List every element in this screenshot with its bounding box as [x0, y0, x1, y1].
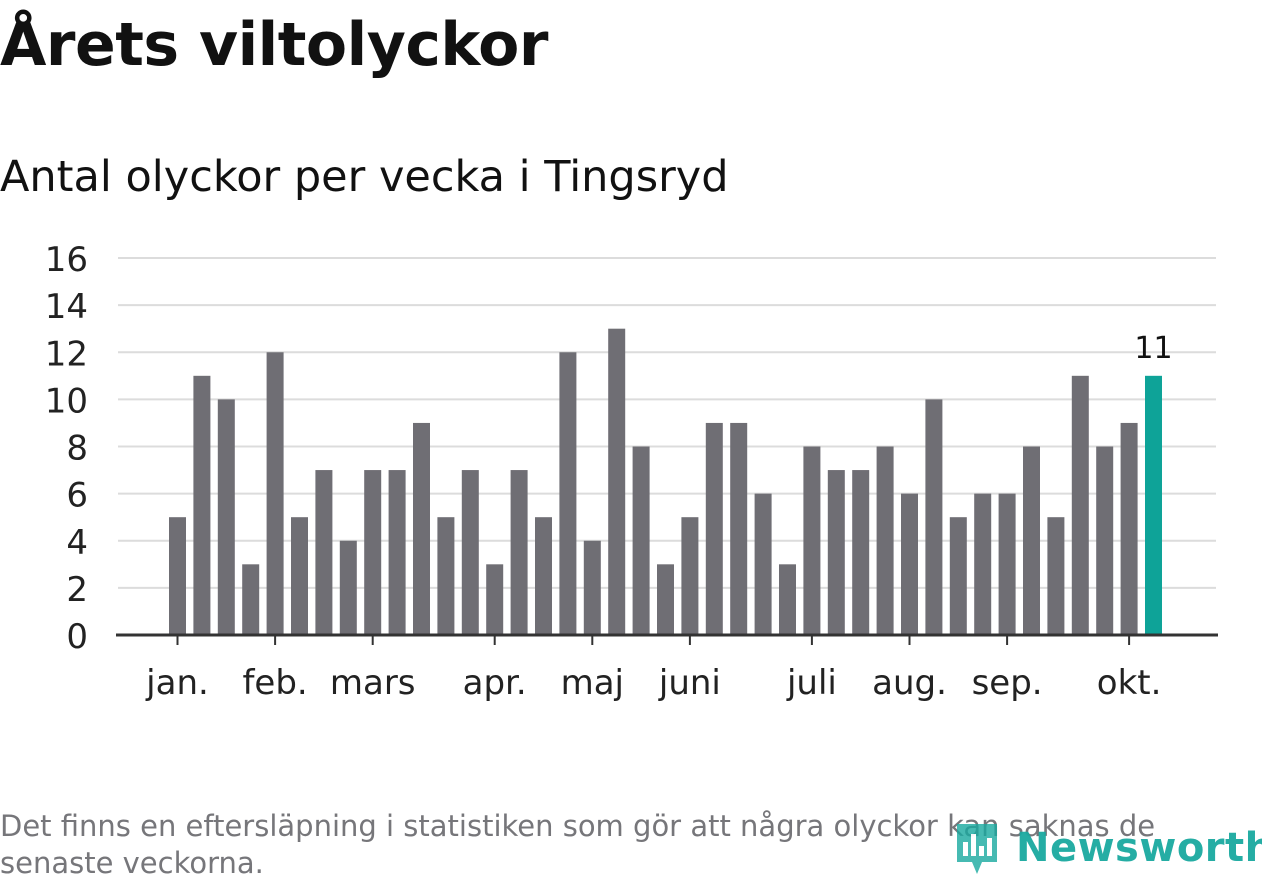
chart-subtitle: Antal olyckor per vecka i Tingsryd	[0, 152, 729, 202]
bar-week-7	[315, 470, 333, 635]
bar-week-34	[974, 493, 992, 635]
bar-week-40	[1120, 422, 1138, 635]
bar-week-25	[754, 493, 772, 635]
x-tick-label-9: mars	[330, 663, 416, 703]
bar-week-10	[388, 470, 406, 635]
y-tick-label-2: 2	[66, 570, 88, 610]
bar-week-20	[632, 446, 650, 635]
bar-week-24	[730, 422, 748, 635]
bar-week-11	[413, 422, 430, 635]
bar-week-17	[559, 352, 577, 635]
y-tick-label-12: 12	[45, 334, 88, 374]
x-tick-label-22: juni	[658, 663, 721, 703]
bar-week-22	[681, 517, 699, 635]
bar-week-31	[901, 493, 918, 635]
x-tick-label-18: maj	[561, 663, 624, 703]
bar-week-27	[803, 446, 821, 635]
brand-logo: Newsworthy	[952, 818, 1262, 878]
x-tick-label-27: juli	[786, 663, 837, 703]
bar-week-38	[1071, 375, 1089, 635]
x-tick-label-31: aug.	[872, 663, 947, 703]
bar-week-30	[876, 446, 894, 635]
bar-week-28	[827, 470, 845, 635]
y-tick-label-6: 6	[66, 476, 88, 516]
bar-week-2	[193, 375, 211, 635]
bar-week-6	[291, 517, 308, 635]
y-tick-label-8: 8	[66, 429, 88, 469]
bar-week-33	[949, 517, 967, 635]
bar-week-12	[437, 517, 455, 635]
bar-week-18	[583, 540, 601, 635]
bar-week-21	[657, 564, 674, 635]
y-tick-label-10: 10	[45, 381, 88, 421]
y-tick-label-4: 4	[66, 523, 88, 563]
bar-week-19	[608, 328, 626, 635]
bar-week-5	[266, 352, 284, 635]
bar-week-8	[339, 540, 357, 635]
chart-logo-icon	[957, 824, 997, 874]
bar-week-32	[925, 399, 943, 635]
bar-week-3	[217, 399, 235, 635]
y-axis-ticks: 0 2 4 6 8 10 12 14 16	[45, 240, 88, 657]
brand-name: Newsworthy	[1016, 825, 1262, 871]
x-axis-ticks: jan. feb. mars apr. maj juni juli aug. sep. okt.	[145, 635, 1161, 703]
x-tick-label-14: apr.	[463, 663, 527, 703]
bar-week-37	[1047, 517, 1065, 635]
bar-chart: 0 2 4 6 8 10 12 14 16 jan. feb. mars apr. maj juni jul…	[45, 240, 1218, 703]
page-title: Årets viltolyckor	[0, 10, 549, 80]
data-label-highlight: 11	[1134, 331, 1172, 366]
data-labels: 11	[1134, 331, 1172, 366]
bar-week-1	[169, 517, 186, 635]
bar-week-4	[242, 564, 260, 635]
bar-week-14	[486, 564, 504, 635]
bar-week-23	[705, 422, 723, 635]
bar-week-9	[364, 470, 382, 635]
x-tick-label-40: okt.	[1097, 663, 1162, 703]
y-tick-label-16: 16	[45, 240, 88, 280]
x-tick-label-1: jan.	[145, 663, 209, 703]
x-tick-label-5: feb.	[242, 663, 307, 703]
bar-week-15	[510, 470, 528, 635]
y-tick-label-14: 14	[45, 287, 88, 327]
bar-week-13	[461, 470, 479, 635]
bar-week-26	[779, 564, 796, 635]
x-tick-label-35: sep.	[972, 663, 1043, 703]
y-tick-label-0: 0	[66, 617, 88, 657]
bar-week-29	[852, 470, 870, 635]
bars	[169, 328, 1162, 635]
bar-week-36	[1023, 446, 1040, 635]
bar-week-41	[1145, 375, 1162, 635]
bar-week-16	[535, 517, 552, 635]
bar-week-35	[998, 493, 1016, 635]
bar-week-39	[1096, 446, 1114, 635]
